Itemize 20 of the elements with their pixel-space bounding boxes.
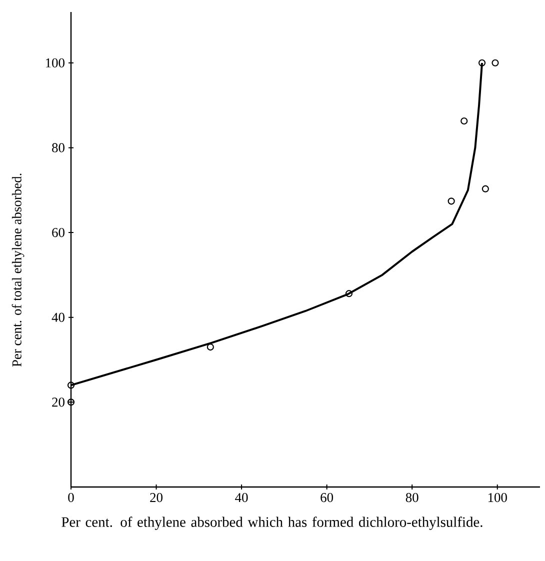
point: [460, 117, 468, 125]
x-tick-label: 100: [488, 493, 507, 502]
x-tick-label: 60: [320, 493, 334, 502]
point: [206, 343, 214, 351]
point: [448, 198, 455, 205]
x-tick-label: 80: [406, 493, 418, 502]
y-axis-title: Per cent. of total ethylene absorbed.: [12, 174, 24, 367]
x-axis-title: Per cent. of ethylene absorbed which has formed dichloro-ethylsulfide.: [62, 516, 482, 530]
x-tick-label: 20: [150, 493, 162, 502]
y-tick-label: 80: [52, 143, 64, 152]
y-tick-label: 20: [52, 398, 64, 407]
x-tick-label: 0: [68, 493, 74, 502]
point: [482, 185, 489, 192]
y-tick-label: 100: [46, 58, 64, 68]
point: [492, 59, 499, 66]
x-tick-label: 40: [235, 493, 248, 502]
point: [345, 290, 353, 298]
point: [67, 398, 75, 406]
y-tick-label: 60: [52, 228, 64, 238]
y-tick-label: 40: [52, 312, 64, 322]
